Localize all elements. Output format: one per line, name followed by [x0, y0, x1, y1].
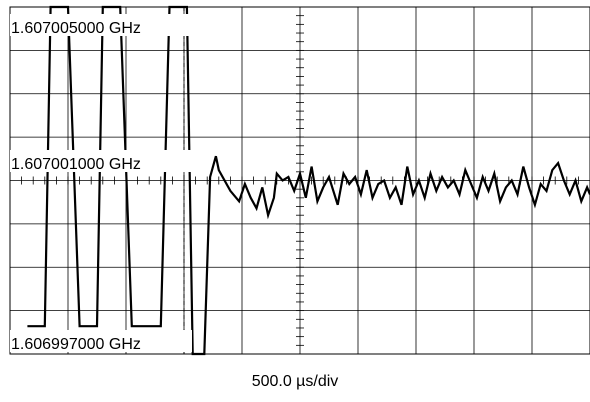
y-tick-label-bg-bottom: [10, 330, 192, 352]
y-tick-label-top: 1.607005000 GHz: [11, 20, 141, 37]
y-tick-label-bottom: 1.606997000 GHz: [11, 336, 141, 353]
y-tick-labels: 1.607005000 GHz 1.607001000 GHz 1.606997…: [10, 14, 192, 353]
y-tick-label-bg-top: [10, 14, 192, 36]
frequency-trace: [27, 5, 590, 356]
x-axis-scale-label: 500.0 µs/div: [251, 373, 339, 390]
y-tick-label-bg-mid: [10, 150, 192, 172]
y-tick-label-mid: 1.607001000 GHz: [11, 156, 141, 173]
frequency-trace-group: [27, 5, 590, 356]
